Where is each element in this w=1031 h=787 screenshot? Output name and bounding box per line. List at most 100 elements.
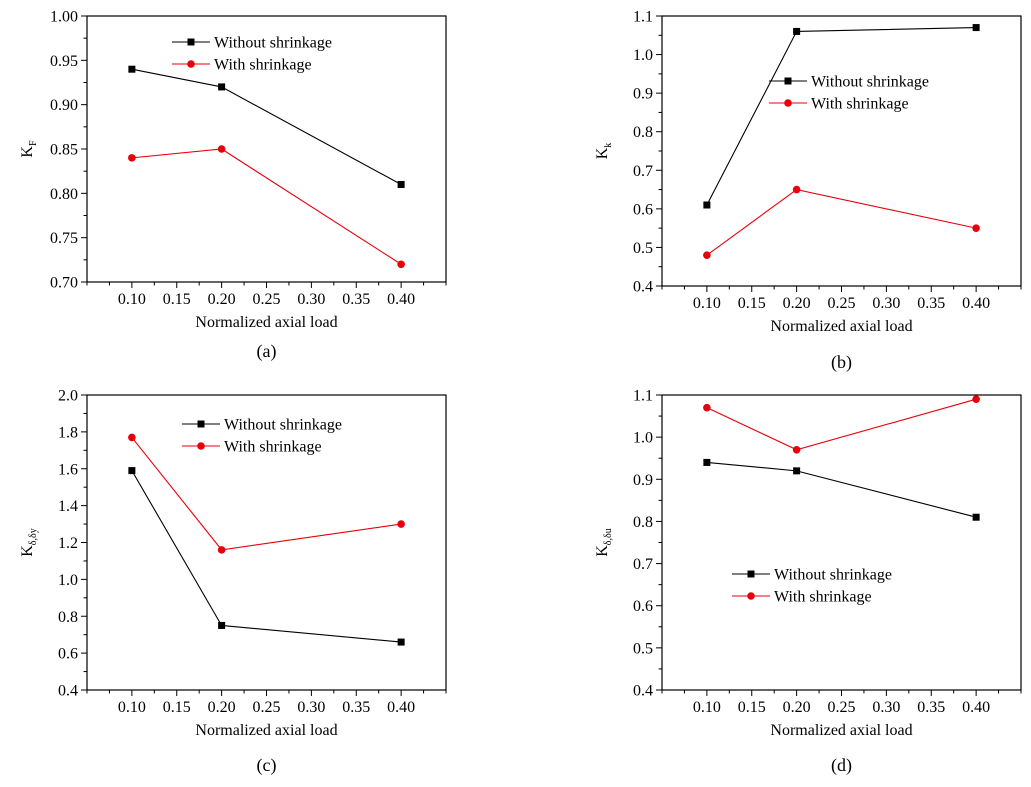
chart-panel-3: 0.10 0.15 0.20 0.25 0.30 0.35 0.40 0.4 0.6 0.8 1.0… xyxy=(19,388,447,776)
x-tick-label: 0.10 xyxy=(693,295,721,312)
x-tick-label: 0.35 xyxy=(342,699,370,716)
y-tick-label: 0.9 xyxy=(633,472,653,489)
x-tick-label: 0.10 xyxy=(118,291,146,308)
x-tick-label: 0.15 xyxy=(163,699,191,716)
x-tick-label: 0.35 xyxy=(917,295,945,312)
y-axis-label: KF xyxy=(19,140,39,158)
y-tick-label: 1.8 xyxy=(58,424,78,441)
legend-marker xyxy=(784,99,792,107)
y-tick-label: 1.00 xyxy=(50,9,78,26)
y-axis-label-subscript: δ,δy xyxy=(28,528,39,545)
y-tick-label: 1.4 xyxy=(58,498,78,515)
data-point-with-shrinkage xyxy=(792,185,801,194)
legend-label: Without shrinkage xyxy=(214,35,332,52)
y-tick-label: 0.4 xyxy=(58,683,78,700)
plot-frame xyxy=(661,394,1022,691)
legend-label: Without shrinkage xyxy=(774,567,892,584)
x-tick-label: 0.25 xyxy=(828,295,856,312)
data-point-with-shrinkage xyxy=(703,403,711,412)
data-point-without-shrinkage xyxy=(397,180,405,188)
legend-label: With shrinkage xyxy=(811,96,909,113)
x-tick-label: 0.20 xyxy=(783,699,811,716)
y-tick-label: 1.1 xyxy=(633,388,653,405)
data-point-without-shrinkage xyxy=(128,65,136,73)
x-tick-label: 0.35 xyxy=(917,699,945,716)
y-tick-label: 1.0 xyxy=(58,572,78,589)
y-tick-label: 0.80 xyxy=(50,186,78,203)
x-axis-label: Normalized axial load xyxy=(195,314,337,331)
legend: Without shrinkage With shrinkage xyxy=(182,417,342,456)
y-axis-label: Kδ,δy xyxy=(19,528,39,557)
y-tick-label: 0.9 xyxy=(633,86,653,103)
y-tick-label: 1.0 xyxy=(633,430,653,447)
data-point-with-shrinkage xyxy=(128,433,136,442)
x-tick-label: 0.15 xyxy=(738,295,766,312)
data-point-without-shrinkage xyxy=(397,638,405,646)
series-line-with-shrinkage xyxy=(131,148,402,265)
data-point-with-shrinkage xyxy=(703,251,711,259)
data-point-without-shrinkage xyxy=(793,27,801,35)
chart-panel-1: 0.10 0.15 0.20 0.25 0.30 0.35 0.40 0.70 0.75 0.80… xyxy=(19,9,447,362)
x-tick-label: 0.30 xyxy=(872,699,900,716)
x-axis-label: Normalized axial load xyxy=(195,722,337,739)
legend-marker xyxy=(197,442,205,450)
series-line-without-shrinkage xyxy=(706,461,977,518)
y-tick-label: 0.8 xyxy=(633,124,653,141)
data-point-with-shrinkage xyxy=(972,395,980,404)
data-point-without-shrinkage xyxy=(793,467,801,475)
y-tick-label: 1.0 xyxy=(633,47,653,64)
y-tick-label: 0.6 xyxy=(633,201,653,218)
x-tick-label: 0.40 xyxy=(387,291,415,308)
y-tick-label: 1.2 xyxy=(58,535,78,552)
x-tick-label: 0.30 xyxy=(297,291,325,308)
x-tick-label: 0.25 xyxy=(253,699,281,716)
y-axis-label-main: K xyxy=(594,147,611,159)
data-point-without-shrinkage xyxy=(703,458,711,466)
x-tick-label: 0.10 xyxy=(693,699,721,716)
chart-panel-2: 0.10 0.15 0.20 0.25 0.30 0.35 0.40 0.4 0.5 0.6 0.7… xyxy=(594,9,1022,373)
x-tick-label: 0.30 xyxy=(872,295,900,312)
data-point-without-shrinkage xyxy=(128,467,136,475)
chart-panel-4: 0.10 0.15 0.20 0.25 0.30 0.35 0.40 0.4 0.5 0.6 0.7… xyxy=(594,388,1022,776)
series-line-with-shrinkage xyxy=(706,398,977,451)
series-line-without-shrinkage xyxy=(131,68,402,185)
y-tick-label: 0.6 xyxy=(58,646,78,663)
legend-marker xyxy=(197,420,205,428)
legend-label: With shrinkage xyxy=(214,57,312,74)
legend-label: Without shrinkage xyxy=(811,74,929,91)
legend-marker xyxy=(187,38,195,46)
legend-label: With shrinkage xyxy=(224,439,322,456)
x-tick-label: 0.20 xyxy=(208,699,236,716)
data-point-with-shrinkage xyxy=(217,546,226,554)
x-tick-label: 0.20 xyxy=(783,295,811,312)
legend-marker xyxy=(747,570,755,578)
y-tick-label: 0.5 xyxy=(633,240,653,257)
data-point-without-shrinkage xyxy=(972,513,980,521)
series-line-without-shrinkage xyxy=(706,27,977,206)
x-tick-label: 0.15 xyxy=(163,291,191,308)
x-axis-label: Normalized axial load xyxy=(770,318,912,335)
data-point-with-shrinkage xyxy=(397,520,405,528)
x-tick-label: 0.10 xyxy=(118,699,146,716)
x-tick-label: 0.35 xyxy=(342,291,370,308)
x-tick-label: 0.40 xyxy=(387,699,415,716)
y-tick-label: 1.1 xyxy=(633,9,653,26)
y-axis-label: Kk xyxy=(594,143,614,160)
legend-marker xyxy=(784,77,792,85)
panel-caption: (d) xyxy=(831,755,852,776)
y-tick-label: 0.90 xyxy=(50,97,78,114)
y-tick-label: 0.95 xyxy=(50,53,78,70)
data-point-without-shrinkage xyxy=(703,201,711,209)
y-tick-label: 0.8 xyxy=(58,609,78,626)
data-point-with-shrinkage xyxy=(397,260,405,269)
data-point-without-shrinkage xyxy=(218,621,226,629)
x-tick-label: 0.20 xyxy=(208,291,236,308)
y-tick-label: 0.5 xyxy=(633,640,653,657)
y-tick-label: 0.8 xyxy=(633,514,653,531)
y-axis-label-main: K xyxy=(19,545,36,557)
legend-label: With shrinkage xyxy=(774,589,872,606)
legend-marker xyxy=(747,592,755,600)
y-tick-label: 0.7 xyxy=(633,163,653,180)
y-axis-label-subscript: δ,δu xyxy=(603,528,614,545)
y-tick-label: 1.6 xyxy=(58,461,78,478)
